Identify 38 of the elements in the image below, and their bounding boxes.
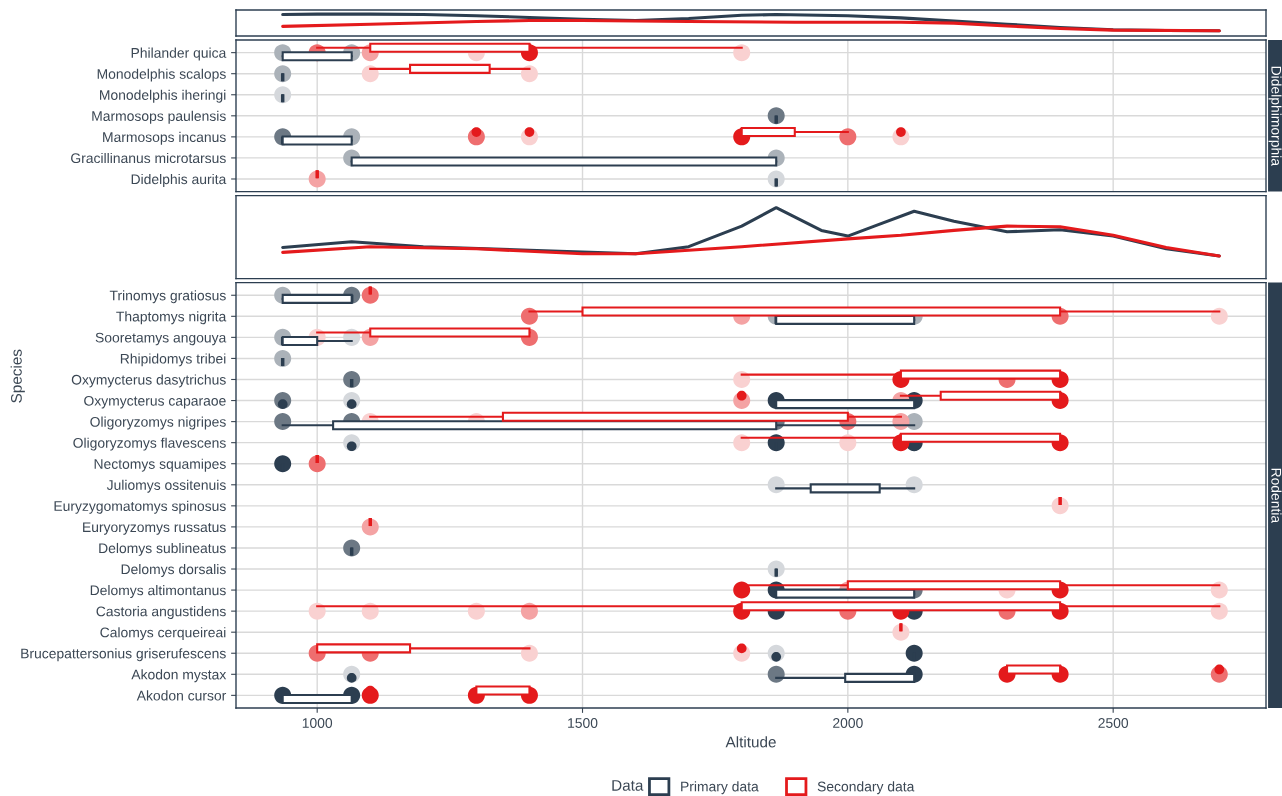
y-tick-label: Thaptomys nigrita bbox=[116, 311, 227, 325]
y-tick-label: Euryoryzomys russatus bbox=[83, 522, 226, 535]
y-tick-label: Oligoryzomys nigripes bbox=[90, 416, 226, 430]
legend-label: Secondary data bbox=[817, 781, 915, 795]
y-tick-label: Philander quica bbox=[131, 47, 227, 61]
y-tick-label: Oxymycterus dasytrichus bbox=[71, 374, 226, 388]
y-tick-label: Calomys cerqueireai bbox=[100, 627, 226, 641]
x-tick-label: 2500 bbox=[1098, 718, 1129, 728]
y-tick-label: Sooretamys angouya bbox=[95, 332, 227, 346]
legend-title: Data bbox=[612, 780, 644, 791]
y-tick-label: Rhipidomys tribei bbox=[120, 353, 226, 367]
legend-label: Primary data bbox=[681, 781, 759, 795]
y-tick-label: Monodelphis iheringi bbox=[100, 89, 226, 103]
text: Rodentia bbox=[1271, 468, 1282, 524]
x-tick-label: 1500 bbox=[568, 718, 598, 728]
text: Didelphimorphia bbox=[1268, 66, 1282, 166]
y-tick-label: Monodelphis scalops bbox=[97, 68, 226, 82]
y-tick-label: Delomys dorsalis bbox=[121, 563, 226, 577]
y-tick-label: Delomys altimontanus bbox=[90, 585, 226, 598]
y-tick-label: Oxymycterus caparaoe bbox=[84, 395, 226, 409]
y-tick-label: Didelphis aurita bbox=[131, 173, 227, 187]
x-tick-label: 2000 bbox=[833, 718, 863, 728]
y-tick-label: Oligoryzomys flavescens bbox=[73, 437, 226, 451]
x-tick-label: 1000 bbox=[302, 718, 333, 728]
y-tick-label: Euryzygomatomys spinosus bbox=[54, 500, 226, 514]
y-tick-label: Gracillinanus microtarsus bbox=[71, 152, 226, 164]
y-tick-label: Akodon cursor bbox=[136, 690, 227, 701]
y-tick-label: Akodon mystax bbox=[131, 669, 227, 683]
y-tick-label: Castoria angustidens bbox=[96, 606, 226, 620]
y-tick-label: Juliomys ossitenuis bbox=[106, 479, 226, 493]
y-tick-label: Brucepattersonius griserufescens bbox=[21, 648, 226, 662]
y-axis-title: Species bbox=[10, 349, 25, 403]
y-tick-label: Delomys sublineatus bbox=[99, 542, 226, 556]
y-tick-label: Trinomys gratiosus bbox=[109, 290, 226, 304]
y-tick-label: Marmosops paulensis bbox=[92, 110, 226, 124]
y-tick-label: Marmosops incanus bbox=[103, 131, 226, 145]
x-axis-title: Altitude bbox=[725, 736, 776, 748]
y-tick-label: Nectomys squamipes bbox=[94, 458, 226, 472]
